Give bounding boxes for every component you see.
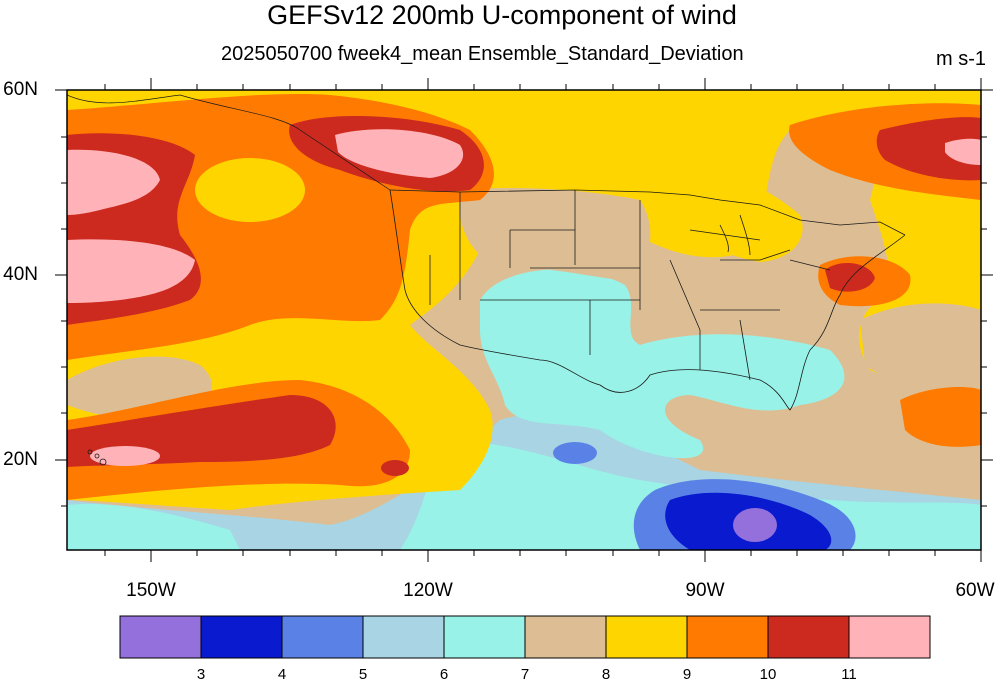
lat-label-60n: 60N: [3, 79, 38, 100]
contour-field: [67, 90, 981, 550]
colorbar-box-9: [848, 615, 931, 659]
lat-label-20n: 20N: [3, 449, 38, 470]
colorbar-label-3: 3: [196, 666, 206, 683]
colorbar-box-1: [200, 615, 283, 659]
colorbar-label-9: 9: [682, 666, 692, 683]
fill-3-4: [733, 508, 777, 542]
lat-ticks: [55, 89, 993, 507]
map-title: GEFSv12 200mb U-component of wind: [267, 0, 737, 30]
colorbar-box-5: [524, 615, 607, 659]
fill-12-west-north: [67, 149, 160, 215]
fill-9-10-lakes: [638, 150, 803, 262]
fill-12-atlantic: [945, 138, 981, 165]
fill-7-8-central: [480, 269, 845, 459]
lat-label-40n: 40N: [3, 264, 38, 285]
lon-label-60w: 60W: [955, 580, 995, 601]
hawaii-islands: [87, 449, 107, 466]
lon-label-120w: 120W: [403, 580, 453, 601]
colorbar-box-0: [119, 615, 202, 659]
fill-12-west-south: [67, 239, 195, 303]
map-subtitle: 2025050700 fweek4_mean Ensemble_Standard…: [221, 43, 744, 65]
fill-10-11-east: [900, 387, 981, 447]
colorbar-box-7: [686, 615, 769, 659]
colorbar-box-4: [443, 615, 526, 659]
colorbar-label-7: 7: [520, 666, 530, 683]
colorbar-box-3: [362, 615, 445, 659]
colorbar-box-8: [767, 615, 850, 659]
fill-11-12-atlantic: [876, 117, 981, 181]
state-boundaries: [389, 189, 906, 411]
colorbar-label-10: 10: [759, 666, 777, 683]
fill-8-9-east: [860, 303, 981, 392]
fill-8-9-plains: [459, 188, 651, 280]
colorbar-label-6: 6: [439, 666, 449, 683]
colorbar-label-4: 4: [277, 666, 287, 683]
coastline-north: [67, 94, 391, 191]
colorbar-label-11: 11: [841, 666, 857, 683]
fill-12-hawaii: [90, 446, 160, 466]
lon-label-90w: 90W: [685, 580, 725, 601]
fill-11-12-spot: [381, 460, 409, 476]
units-label: m s-1: [936, 48, 986, 70]
colorbar-label-5: 5: [358, 666, 368, 683]
fill-7-8-sw: [67, 504, 240, 550]
map-frame: [66, 89, 982, 551]
fill-9-10-pacific-hole: [195, 158, 305, 222]
fill-11-12-northeast: [825, 263, 875, 292]
fill-5-6-spot: [553, 442, 597, 464]
colorbar-label-8: 8: [601, 666, 611, 683]
lon-ticks: [104, 78, 982, 562]
lon-label-150w: 150W: [126, 580, 176, 601]
colorbar-box-2: [281, 615, 364, 659]
colorbar: [119, 615, 931, 659]
colorbar-box-6: [605, 615, 688, 659]
fill-12-gulf-alaska: [335, 129, 464, 178]
